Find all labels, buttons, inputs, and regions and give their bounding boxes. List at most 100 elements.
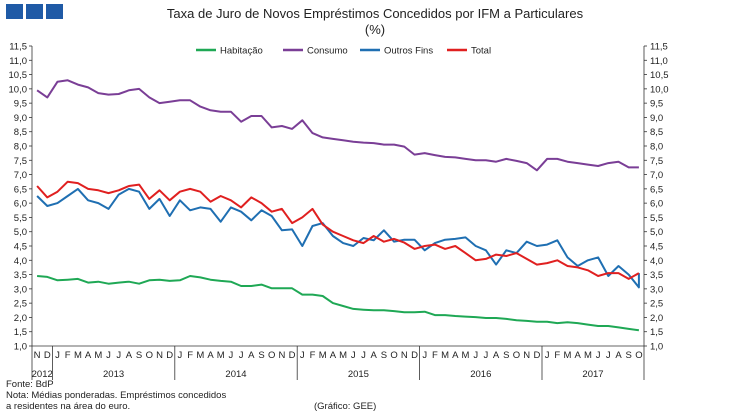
x-tick-label: N [523, 350, 530, 361]
year-label: 2017 [582, 369, 603, 380]
y-tick-label-left: 10,5 [9, 70, 28, 81]
y-tick-label-left: 7,5 [14, 156, 27, 167]
y-tick-label-right: 9,0 [650, 113, 663, 124]
x-tick-label: J [239, 350, 244, 361]
x-tick-label: M [217, 350, 225, 361]
y-tick-label-right: 8,5 [650, 127, 663, 138]
x-tick-label: M [564, 350, 572, 361]
x-tick-label: F [554, 350, 560, 361]
x-tick-label: O [513, 350, 520, 361]
y-tick-label-right: 7,0 [650, 170, 663, 181]
x-tick-label: D [289, 350, 296, 361]
y-tick-label-right: 4,0 [650, 256, 663, 267]
x-tick-label: N [401, 350, 408, 361]
x-tick-label: A [248, 350, 255, 361]
y-tick-label-right: 9,5 [650, 99, 663, 110]
x-tick-label: J [55, 350, 60, 361]
y-tick-label-right: 2,5 [650, 299, 663, 310]
y-tick-label-left: 7,0 [14, 170, 27, 181]
y-tick-label-left: 2,0 [14, 313, 27, 324]
x-tick-label: S [503, 350, 509, 361]
x-tick-label: S [381, 350, 387, 361]
x-tick-label: D [533, 350, 540, 361]
y-tick-label-right: 11,5 [650, 42, 668, 53]
y-tick-label-right: 2,0 [650, 313, 663, 324]
y-tick-label-left: 8,0 [14, 142, 27, 153]
y-tick-label-right: 5,0 [650, 227, 663, 238]
footnote-line1: Nota: Médias ponderadas. Empréstimos con… [6, 390, 227, 401]
x-tick-label: M [339, 350, 347, 361]
x-tick-label: O [146, 350, 153, 361]
y-tick-label-right: 4,5 [650, 242, 663, 253]
y-tick-label-left: 11,0 [9, 56, 27, 67]
y-tick-label-right: 3,5 [650, 270, 663, 281]
y-tick-label-left: 6,5 [14, 184, 27, 195]
x-tick-label: A [452, 350, 459, 361]
series-line-consumo [36, 79, 639, 172]
x-tick-label: F [432, 350, 438, 361]
y-tick-label-left: 4,0 [14, 256, 27, 267]
series-line-outros-fins [36, 187, 640, 289]
legend-label-total: Total [471, 46, 491, 57]
x-tick-label: M [74, 350, 82, 361]
x-tick-label: M [319, 350, 327, 361]
chart-title-block: Taxa de Juro de Novos Empréstimos Conced… [0, 6, 750, 38]
y-tick-label-right: 6,5 [650, 184, 663, 195]
x-tick-label: A [126, 350, 133, 361]
x-tick-label: A [207, 350, 214, 361]
year-label: 2012 [32, 369, 53, 380]
y-tick-label-right: 1,0 [650, 342, 663, 353]
y-tick-label-left: 3,5 [14, 270, 27, 281]
y-tick-label-left: 2,5 [14, 299, 27, 310]
x-tick-label: J [422, 350, 427, 361]
x-tick-label: J [606, 350, 611, 361]
logo-box [6, 4, 23, 19]
year-label: 2013 [103, 369, 124, 380]
legend-label-outros-fins: Outros Fins [384, 46, 433, 57]
x-tick-label: D [44, 350, 51, 361]
x-tick-label: N [278, 350, 285, 361]
y-tick-label-right: 7,5 [650, 156, 663, 167]
series-line-total [36, 180, 640, 280]
source-note: Fonte: BdP [6, 379, 54, 390]
y-tick-label-left: 6,0 [14, 199, 27, 210]
y-tick-label-left: 3,0 [14, 284, 27, 295]
chart-title: Taxa de Juro de Novos Empréstimos Conced… [166, 6, 584, 21]
x-tick-label: J [473, 350, 478, 361]
y-tick-label-right: 10,0 [650, 84, 669, 95]
x-tick-label: J [351, 350, 356, 361]
x-tick-label: A [493, 350, 500, 361]
x-tick-label: M [94, 350, 102, 361]
x-tick-label: A [575, 350, 582, 361]
legend: Habitação Consumo Outros Fins Total [196, 46, 491, 57]
y-tick-label-left: 8,5 [14, 127, 27, 138]
series-lines [36, 79, 640, 332]
y-tick-label-left: 1,5 [14, 327, 27, 338]
x-tick-label: S [626, 350, 632, 361]
x-tick-label: J [545, 350, 550, 361]
x-tick-label: J [178, 350, 183, 361]
x-tick-label: N [34, 350, 41, 361]
x-tick-label: M [196, 350, 204, 361]
x-tick-label: F [310, 350, 316, 361]
y-axis: 1,0 1,0 1,5 1,5 2,0 2,0 2,5 2,5 3,0 3,0 3,5 3,5 4,0 4… [9, 42, 669, 353]
y-tick-label-left: 10,0 [9, 84, 28, 95]
y-tick-label-left: 5,5 [14, 213, 27, 224]
logo-box [26, 4, 43, 19]
x-tick-label: F [187, 350, 193, 361]
x-tick-label: J [106, 350, 111, 361]
x-tick-label: S [258, 350, 264, 361]
footnote-line2: a residentes na área do euro. [6, 401, 131, 412]
x-tick-label: A [371, 350, 378, 361]
series-line-habitacao [37, 275, 640, 332]
x-tick-label: J [484, 350, 489, 361]
x-tick-label: F [65, 350, 71, 361]
axes [31, 46, 645, 347]
x-tick-label: J [596, 350, 601, 361]
y-tick-label-left: 9,5 [14, 99, 27, 110]
x-tick-label: D [166, 350, 173, 361]
y-tick-label-left: 5,0 [14, 227, 27, 238]
x-tick-label: J [116, 350, 121, 361]
x-tick-label: D [411, 350, 418, 361]
legend-label-consumo: Consumo [307, 46, 348, 57]
